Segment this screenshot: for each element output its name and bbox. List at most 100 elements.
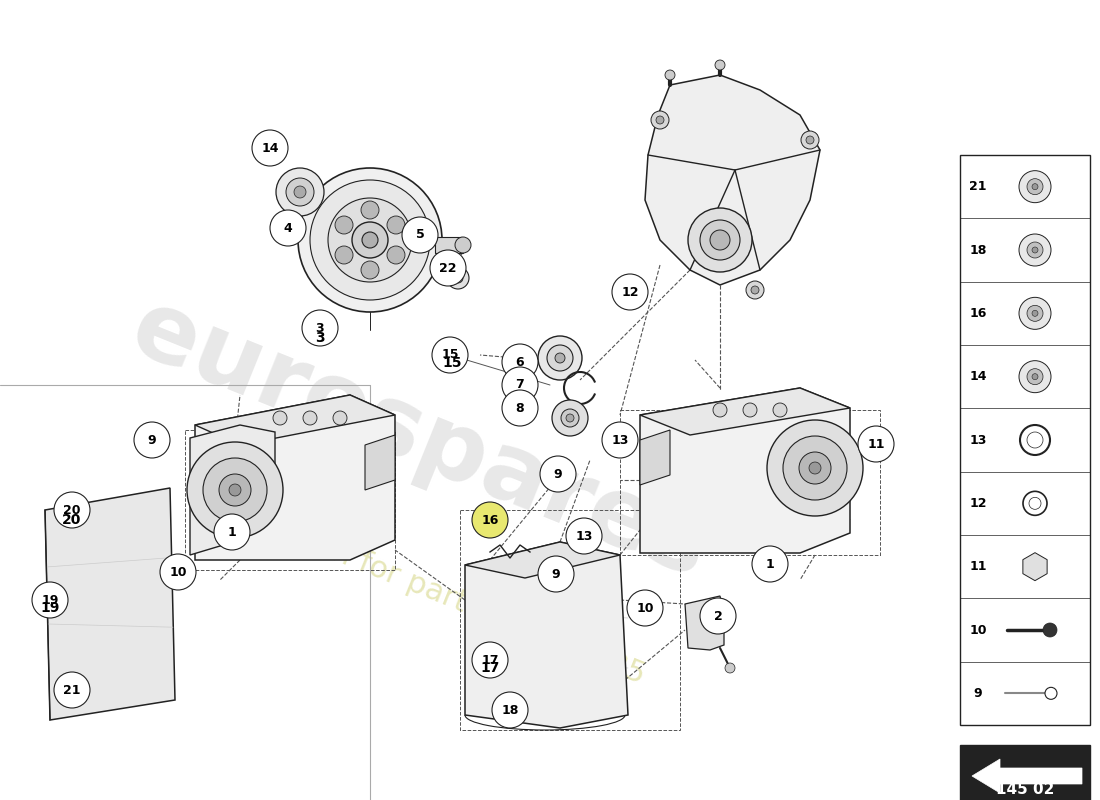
Text: 5: 5 <box>416 229 425 242</box>
Text: 14: 14 <box>969 370 987 383</box>
Circle shape <box>333 411 346 425</box>
Text: 21: 21 <box>64 683 80 697</box>
Circle shape <box>808 462 821 474</box>
Circle shape <box>447 267 469 289</box>
Text: 19: 19 <box>42 594 58 606</box>
Text: 10: 10 <box>969 623 987 637</box>
Circle shape <box>566 414 574 422</box>
Circle shape <box>472 502 508 538</box>
Text: 18: 18 <box>969 243 987 257</box>
Circle shape <box>361 261 379 279</box>
Circle shape <box>252 130 288 166</box>
Text: 1: 1 <box>766 558 774 570</box>
Bar <box>960 745 1090 800</box>
Circle shape <box>134 422 170 458</box>
Circle shape <box>1028 498 1041 510</box>
Circle shape <box>1027 432 1043 448</box>
Circle shape <box>561 409 579 427</box>
Text: 12: 12 <box>621 286 639 298</box>
Circle shape <box>1032 310 1038 316</box>
Text: 3: 3 <box>316 331 324 345</box>
Circle shape <box>783 436 847 500</box>
Circle shape <box>538 336 582 380</box>
Polygon shape <box>465 542 620 578</box>
Circle shape <box>387 246 405 264</box>
Circle shape <box>688 208 752 272</box>
Bar <box>185 430 395 570</box>
Circle shape <box>799 452 830 484</box>
Text: 8: 8 <box>516 402 525 414</box>
Circle shape <box>214 514 250 550</box>
Text: 9: 9 <box>147 434 156 446</box>
Circle shape <box>752 546 788 582</box>
Text: 22: 22 <box>439 262 456 274</box>
Circle shape <box>627 590 663 626</box>
Text: a passion for parts since 1985: a passion for parts since 1985 <box>211 490 649 690</box>
Circle shape <box>402 217 438 253</box>
Circle shape <box>1043 623 1057 637</box>
Text: 14: 14 <box>262 142 278 154</box>
Circle shape <box>204 458 267 522</box>
Circle shape <box>742 403 757 417</box>
Text: eurospares: eurospares <box>118 282 723 598</box>
Text: 10: 10 <box>636 602 653 614</box>
Circle shape <box>700 220 740 260</box>
Circle shape <box>1032 184 1038 190</box>
Circle shape <box>328 198 412 282</box>
Circle shape <box>540 456 576 492</box>
Circle shape <box>612 274 648 310</box>
Polygon shape <box>1023 553 1047 581</box>
Circle shape <box>387 216 405 234</box>
Circle shape <box>751 286 759 294</box>
Circle shape <box>453 273 463 283</box>
Text: 16: 16 <box>482 514 498 526</box>
Circle shape <box>352 222 388 258</box>
Circle shape <box>715 60 725 70</box>
Text: 16: 16 <box>969 307 987 320</box>
Text: 9: 9 <box>552 567 560 581</box>
Circle shape <box>1020 425 1050 455</box>
Circle shape <box>54 492 90 528</box>
Text: 18: 18 <box>502 703 519 717</box>
Text: 9: 9 <box>553 467 562 481</box>
Text: 11: 11 <box>867 438 884 450</box>
Text: 4: 4 <box>284 222 293 234</box>
Circle shape <box>1019 361 1050 393</box>
Circle shape <box>362 232 378 248</box>
Text: 12: 12 <box>969 497 987 510</box>
Circle shape <box>656 116 664 124</box>
Polygon shape <box>195 395 395 445</box>
Circle shape <box>273 411 287 425</box>
Circle shape <box>651 111 669 129</box>
Polygon shape <box>972 759 1082 793</box>
Circle shape <box>547 345 573 371</box>
Circle shape <box>160 554 196 590</box>
Bar <box>460 510 680 730</box>
Text: 17: 17 <box>482 654 498 666</box>
Text: 15: 15 <box>441 349 459 362</box>
Circle shape <box>361 201 379 219</box>
Circle shape <box>1027 369 1043 385</box>
Polygon shape <box>195 395 395 560</box>
Text: 6: 6 <box>516 355 525 369</box>
Text: 20: 20 <box>64 503 80 517</box>
Circle shape <box>54 672 90 708</box>
Circle shape <box>710 620 720 630</box>
Circle shape <box>336 216 353 234</box>
Text: 11: 11 <box>969 560 987 573</box>
Polygon shape <box>640 388 850 553</box>
Circle shape <box>219 474 251 506</box>
Polygon shape <box>465 542 628 728</box>
Circle shape <box>298 168 442 312</box>
Text: 1: 1 <box>228 526 236 538</box>
Circle shape <box>336 246 353 264</box>
Polygon shape <box>45 488 175 720</box>
Circle shape <box>1019 170 1050 202</box>
Text: 3: 3 <box>316 322 324 334</box>
Circle shape <box>1023 491 1047 515</box>
Circle shape <box>858 426 894 462</box>
Circle shape <box>492 692 528 728</box>
Circle shape <box>556 353 565 363</box>
Circle shape <box>1027 242 1043 258</box>
Circle shape <box>1045 687 1057 699</box>
